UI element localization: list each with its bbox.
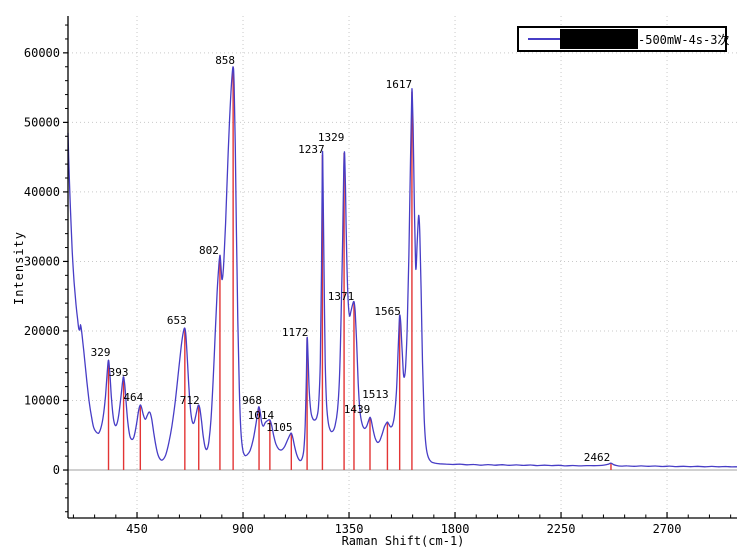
- legend-line-swatch: [528, 38, 560, 40]
- peak-label: 464: [123, 391, 143, 404]
- x-tick-label: 1800: [441, 522, 470, 536]
- peak-label: 1565: [374, 305, 401, 318]
- legend-redaction: [560, 29, 638, 49]
- y-axis-title: Intensity: [12, 230, 26, 306]
- x-tick-label: 900: [232, 522, 254, 536]
- peak-label: 329: [91, 346, 111, 359]
- peak-label: 858: [215, 54, 235, 67]
- peak-label: 2462: [584, 451, 611, 464]
- y-tick-label: 50000: [24, 115, 60, 129]
- peak-label: 1371: [328, 290, 355, 303]
- y-tick-label: 0: [53, 463, 60, 477]
- peak-label: 1237: [298, 143, 325, 156]
- peak-label: 1617: [386, 78, 413, 91]
- x-axis-title: Raman Shift(cm-1): [341, 534, 465, 548]
- x-tick-label: 2700: [653, 522, 682, 536]
- x-tick-label: 1350: [335, 522, 364, 536]
- peak-label: 1513: [362, 388, 389, 401]
- peak-label: 968: [242, 394, 262, 407]
- peak-label: 393: [109, 366, 129, 379]
- x-tick-label: 450: [126, 522, 148, 536]
- x-tick-label: 2250: [547, 522, 576, 536]
- peak-label: 1439: [344, 403, 371, 416]
- y-tick-label: 30000: [24, 254, 60, 268]
- peak-label: 1172: [282, 326, 309, 339]
- peak-label: 712: [180, 394, 200, 407]
- y-tick-label: 10000: [24, 393, 60, 407]
- y-tick-label: 20000: [24, 324, 60, 338]
- peak-label: 1014: [248, 409, 275, 422]
- y-tick-label: 60000: [24, 46, 60, 60]
- peak-label: 653: [167, 314, 187, 327]
- peak-label: 802: [199, 244, 219, 257]
- legend-label: -500mW-4s-3次: [638, 32, 730, 47]
- legend: -500mW-4s-3次: [517, 26, 730, 52]
- y-tick-label: 40000: [24, 185, 60, 199]
- peak-label: 1329: [318, 131, 345, 144]
- spectrum-line: [67, 66, 738, 468]
- peak-label: 1105: [266, 421, 293, 434]
